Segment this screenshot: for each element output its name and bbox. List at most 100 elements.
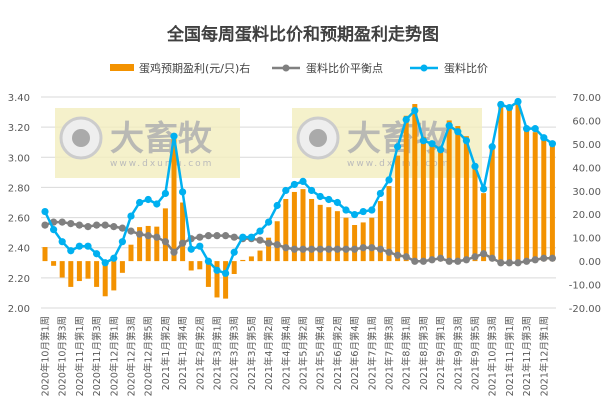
right-tick-label: 60.00 (572, 116, 601, 127)
legend-label-profit: 蛋鸡预期盈利(元/只)右 (139, 61, 250, 75)
ratio-point (196, 242, 204, 250)
profit-bar (85, 261, 91, 279)
watermark-logo-eye-icon (72, 129, 90, 147)
right-tick-label: 50.00 (572, 140, 601, 151)
x-tick-label: 2020年12月第3周 (126, 316, 138, 396)
legend-label-ratio: 蛋料比价 (444, 61, 488, 75)
ratio-point (316, 192, 324, 201)
watermark-url: www.dxumu.com (110, 159, 213, 169)
ratio-point (273, 201, 281, 210)
right-tick-label: 40.00 (572, 163, 601, 174)
x-tick-label: 2020年11月第1周 (74, 316, 86, 396)
ratio-point (222, 269, 230, 277)
left-tick-label: 3.40 (8, 93, 30, 104)
profit-bar (472, 168, 478, 262)
breakeven-point (110, 223, 118, 231)
ratio-line (43, 99, 554, 275)
ratio-point (265, 218, 273, 226)
profit-bar (352, 225, 358, 262)
profit-bar (291, 191, 297, 262)
x-tick-label: 2021年3月第3周 (229, 316, 241, 390)
profit-bar (506, 105, 512, 262)
breakeven-point (67, 220, 75, 228)
profit-bar (145, 225, 151, 262)
x-tick-label: 2021年4月第4周 (280, 316, 292, 390)
legend: 蛋鸡预期盈利(元/只)右 蛋料比价平衡点 蛋料比价 (110, 61, 488, 75)
ratio-point (308, 186, 316, 195)
x-tick-label: 2021年2月第2周 (194, 316, 206, 390)
breakeven-point (445, 257, 453, 265)
ratio-point (376, 189, 384, 198)
right-axis: -20.00 -10.00 0.00 10.00 20.00 30.00 40.00 50.0… (569, 93, 601, 315)
right-tick-label: -10.00 (569, 281, 601, 292)
profit-bar (188, 261, 194, 271)
profit-bar (111, 261, 117, 291)
x-tick-label: 2021年11月第3周 (521, 316, 533, 396)
breakeven-point (290, 245, 298, 253)
breakeven-point (308, 245, 316, 253)
breakeven-point (523, 257, 531, 265)
profit-bar (180, 202, 186, 262)
breakeven-point (514, 259, 522, 267)
x-tick-label: 2020年12月第1周 (108, 316, 120, 396)
profit-bar (214, 261, 220, 298)
x-tick-label: 2021年6月第2周 (332, 316, 344, 390)
ratio-point (41, 207, 49, 216)
ratio-point (110, 254, 118, 262)
profit-bar (326, 207, 332, 262)
left-tick-label: 3.00 (8, 153, 30, 164)
watermark-logo-eye-icon (309, 129, 327, 147)
ratio-point (428, 140, 436, 148)
chart-title: 全国每周蛋料比价和预期盈利走势图 (166, 24, 439, 45)
ratio-point (67, 247, 75, 255)
ratio-point (101, 259, 109, 267)
x-tick-label: 2021年1月第4周 (177, 316, 189, 390)
breakeven-point (480, 250, 488, 258)
profit-bar (377, 201, 383, 262)
breakeven-point (213, 232, 221, 240)
ratio-point (93, 250, 101, 258)
breakeven-point (222, 232, 230, 240)
breakeven-point (394, 251, 402, 259)
ratio-point (50, 226, 58, 234)
ratio-point (445, 122, 453, 130)
breakeven-point (368, 244, 376, 252)
profit-bar (257, 250, 263, 262)
breakeven-point (273, 241, 281, 249)
profit-bar (102, 261, 108, 297)
ratio-point (368, 206, 376, 214)
legend-marker-ratio (420, 64, 428, 72)
profit-bar (395, 155, 401, 262)
ratio-point (179, 188, 187, 196)
breakeven-point (101, 221, 109, 229)
ratio-point (153, 200, 161, 208)
x-tick-label: 2021年3月第1周 (212, 316, 224, 390)
x-tick-label: 2021年7月第1周 (366, 316, 378, 390)
profit-bar (481, 193, 487, 262)
x-tick-label: 2021年9月第3周 (452, 316, 464, 390)
ratio-point (239, 233, 247, 241)
profit-bar (205, 261, 211, 287)
profit-bar (154, 226, 160, 262)
ratio-point (385, 176, 393, 184)
ratio-point (523, 125, 531, 133)
left-tick-label: 2.00 (8, 304, 30, 315)
breakeven-point (488, 254, 496, 262)
ratio-point (136, 198, 144, 207)
ratio-point (342, 206, 350, 214)
breakeven-point (75, 221, 83, 229)
ratio-point (488, 143, 496, 151)
profit-bar (438, 146, 444, 262)
breakeven-point (136, 230, 144, 238)
lines (41, 97, 557, 277)
profit-bar (463, 136, 469, 262)
right-tick-label: -20.00 (569, 304, 601, 315)
breakeven-point (411, 257, 419, 265)
watermark-brand: 大畜牧 (347, 119, 450, 159)
profit-bar (266, 237, 272, 262)
breakeven-point (437, 254, 445, 262)
breakeven-point (359, 244, 367, 252)
breakeven-point (497, 259, 505, 267)
